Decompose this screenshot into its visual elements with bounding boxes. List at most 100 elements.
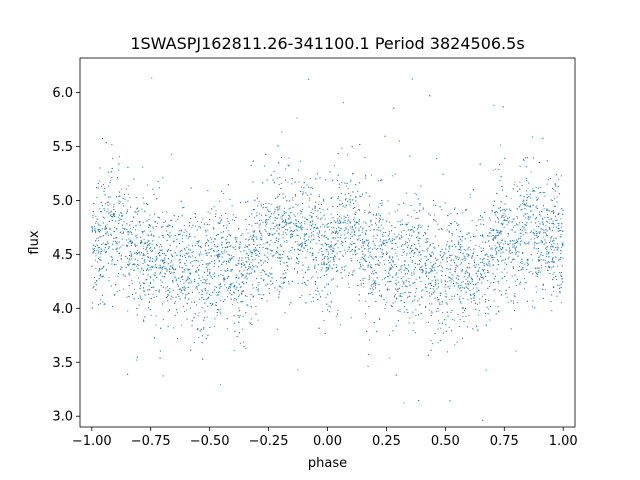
data-point <box>285 221 287 223</box>
data-point <box>505 242 507 244</box>
data-point <box>525 217 527 219</box>
data-point <box>333 165 335 167</box>
data-point <box>186 253 188 255</box>
data-point <box>363 221 365 223</box>
data-point <box>187 252 189 254</box>
data-point <box>434 290 436 292</box>
data-point <box>207 239 209 241</box>
data-point <box>331 252 333 254</box>
data-point <box>92 249 94 251</box>
data-point <box>122 215 124 217</box>
data-point <box>316 173 318 175</box>
data-point <box>340 243 342 245</box>
data-point <box>164 259 166 261</box>
data-point <box>509 216 511 218</box>
data-point <box>512 300 514 302</box>
data-point <box>254 258 256 260</box>
data-point <box>107 247 109 249</box>
data-point <box>470 240 472 242</box>
data-point <box>238 294 240 296</box>
data-point <box>282 234 284 236</box>
data-point <box>379 238 381 240</box>
data-point <box>401 296 403 298</box>
data-point <box>239 246 241 248</box>
data-point <box>519 237 521 239</box>
data-point <box>128 264 130 266</box>
data-point <box>369 247 371 249</box>
data-point <box>111 143 113 145</box>
data-point <box>267 283 269 285</box>
data-point <box>149 225 151 227</box>
data-point <box>190 349 192 351</box>
data-point <box>136 253 138 255</box>
data-point <box>337 218 339 220</box>
data-point <box>413 230 415 232</box>
data-point <box>199 298 201 300</box>
data-point <box>347 188 349 190</box>
data-point <box>128 231 129 233</box>
data-point <box>111 260 113 262</box>
data-point <box>442 271 444 273</box>
data-point <box>330 213 332 215</box>
data-point <box>106 223 108 225</box>
data-point <box>202 218 204 220</box>
data-point <box>403 202 405 204</box>
data-point <box>139 254 141 256</box>
data-point <box>376 330 378 332</box>
data-point <box>165 290 167 292</box>
data-point <box>136 263 138 265</box>
data-point <box>303 233 305 235</box>
data-point <box>161 281 163 283</box>
data-point <box>172 241 174 243</box>
data-point <box>460 249 462 251</box>
data-point <box>183 231 185 233</box>
data-point <box>245 260 247 262</box>
data-point <box>495 235 497 237</box>
data-point <box>147 256 149 258</box>
data-point <box>407 311 409 313</box>
data-point <box>330 246 332 248</box>
data-point <box>539 214 541 216</box>
data-point <box>392 238 394 240</box>
data-point <box>134 243 136 245</box>
data-point <box>171 271 173 273</box>
data-point <box>395 293 397 295</box>
data-point <box>372 289 374 291</box>
data-point <box>247 232 249 234</box>
data-point <box>380 180 382 182</box>
data-point <box>347 220 349 222</box>
data-point <box>154 272 156 274</box>
data-point <box>397 291 399 293</box>
data-point <box>329 171 331 173</box>
data-point <box>517 241 519 243</box>
data-point <box>163 252 165 254</box>
data-point <box>323 264 325 266</box>
data-point <box>382 244 384 246</box>
data-point <box>208 249 210 251</box>
data-point <box>254 271 256 273</box>
data-point <box>188 244 190 246</box>
data-point <box>388 357 390 359</box>
data-point <box>530 231 532 233</box>
data-point <box>444 253 446 255</box>
data-point <box>426 240 428 242</box>
data-point <box>210 255 212 257</box>
data-point <box>459 296 461 298</box>
data-point <box>202 358 204 360</box>
data-point <box>279 291 281 293</box>
data-point <box>131 242 133 244</box>
data-point <box>479 298 481 300</box>
data-point <box>381 249 383 251</box>
data-point <box>210 294 212 296</box>
data-point <box>234 285 236 287</box>
data-point <box>555 275 557 277</box>
data-point <box>387 281 389 283</box>
data-point <box>203 327 205 329</box>
data-point <box>354 230 356 232</box>
data-point <box>413 226 415 228</box>
data-point <box>542 242 544 243</box>
data-point <box>502 223 504 225</box>
data-point <box>260 223 262 225</box>
data-point <box>296 271 298 273</box>
data-point <box>304 281 306 283</box>
